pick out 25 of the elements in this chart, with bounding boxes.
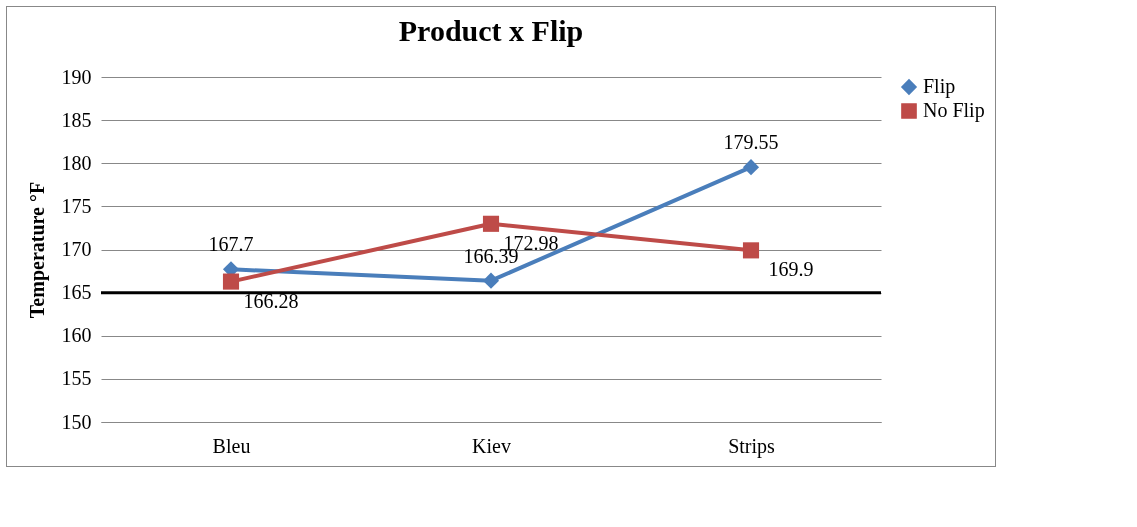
- point: [482, 215, 500, 232]
- point: [222, 273, 240, 290]
- x-tick-label: Strips: [728, 434, 776, 458]
- point: [742, 242, 760, 259]
- y-tick-label: 180: [61, 151, 92, 174]
- y-tick-label: 185: [61, 108, 92, 131]
- y-tick-label: 165: [61, 281, 92, 304]
- data-label: 169.9: [768, 258, 814, 281]
- data-label: 179.55: [723, 131, 779, 154]
- x-tick-label: Bleu: [212, 434, 251, 457]
- point: [482, 272, 500, 289]
- y-axis-title: Temperature °F: [25, 181, 49, 319]
- legend-label: Flip: [923, 75, 956, 98]
- data-label: 166.28: [243, 289, 299, 312]
- y-tick-label: 175: [61, 194, 92, 217]
- legend-label: No Flip: [923, 99, 985, 122]
- y-tick-label: 170: [61, 238, 92, 260]
- y-tick-label: 160: [61, 324, 92, 347]
- point: [742, 159, 760, 176]
- data-label: 167.7: [208, 233, 254, 256]
- y-tick-label: 150: [61, 410, 92, 433]
- y-tick-label: 155: [61, 367, 92, 390]
- y-tick-label: 190: [61, 65, 92, 88]
- chart-title: Product x Flip: [398, 14, 584, 47]
- x-tick-label: Kiev: [472, 434, 511, 457]
